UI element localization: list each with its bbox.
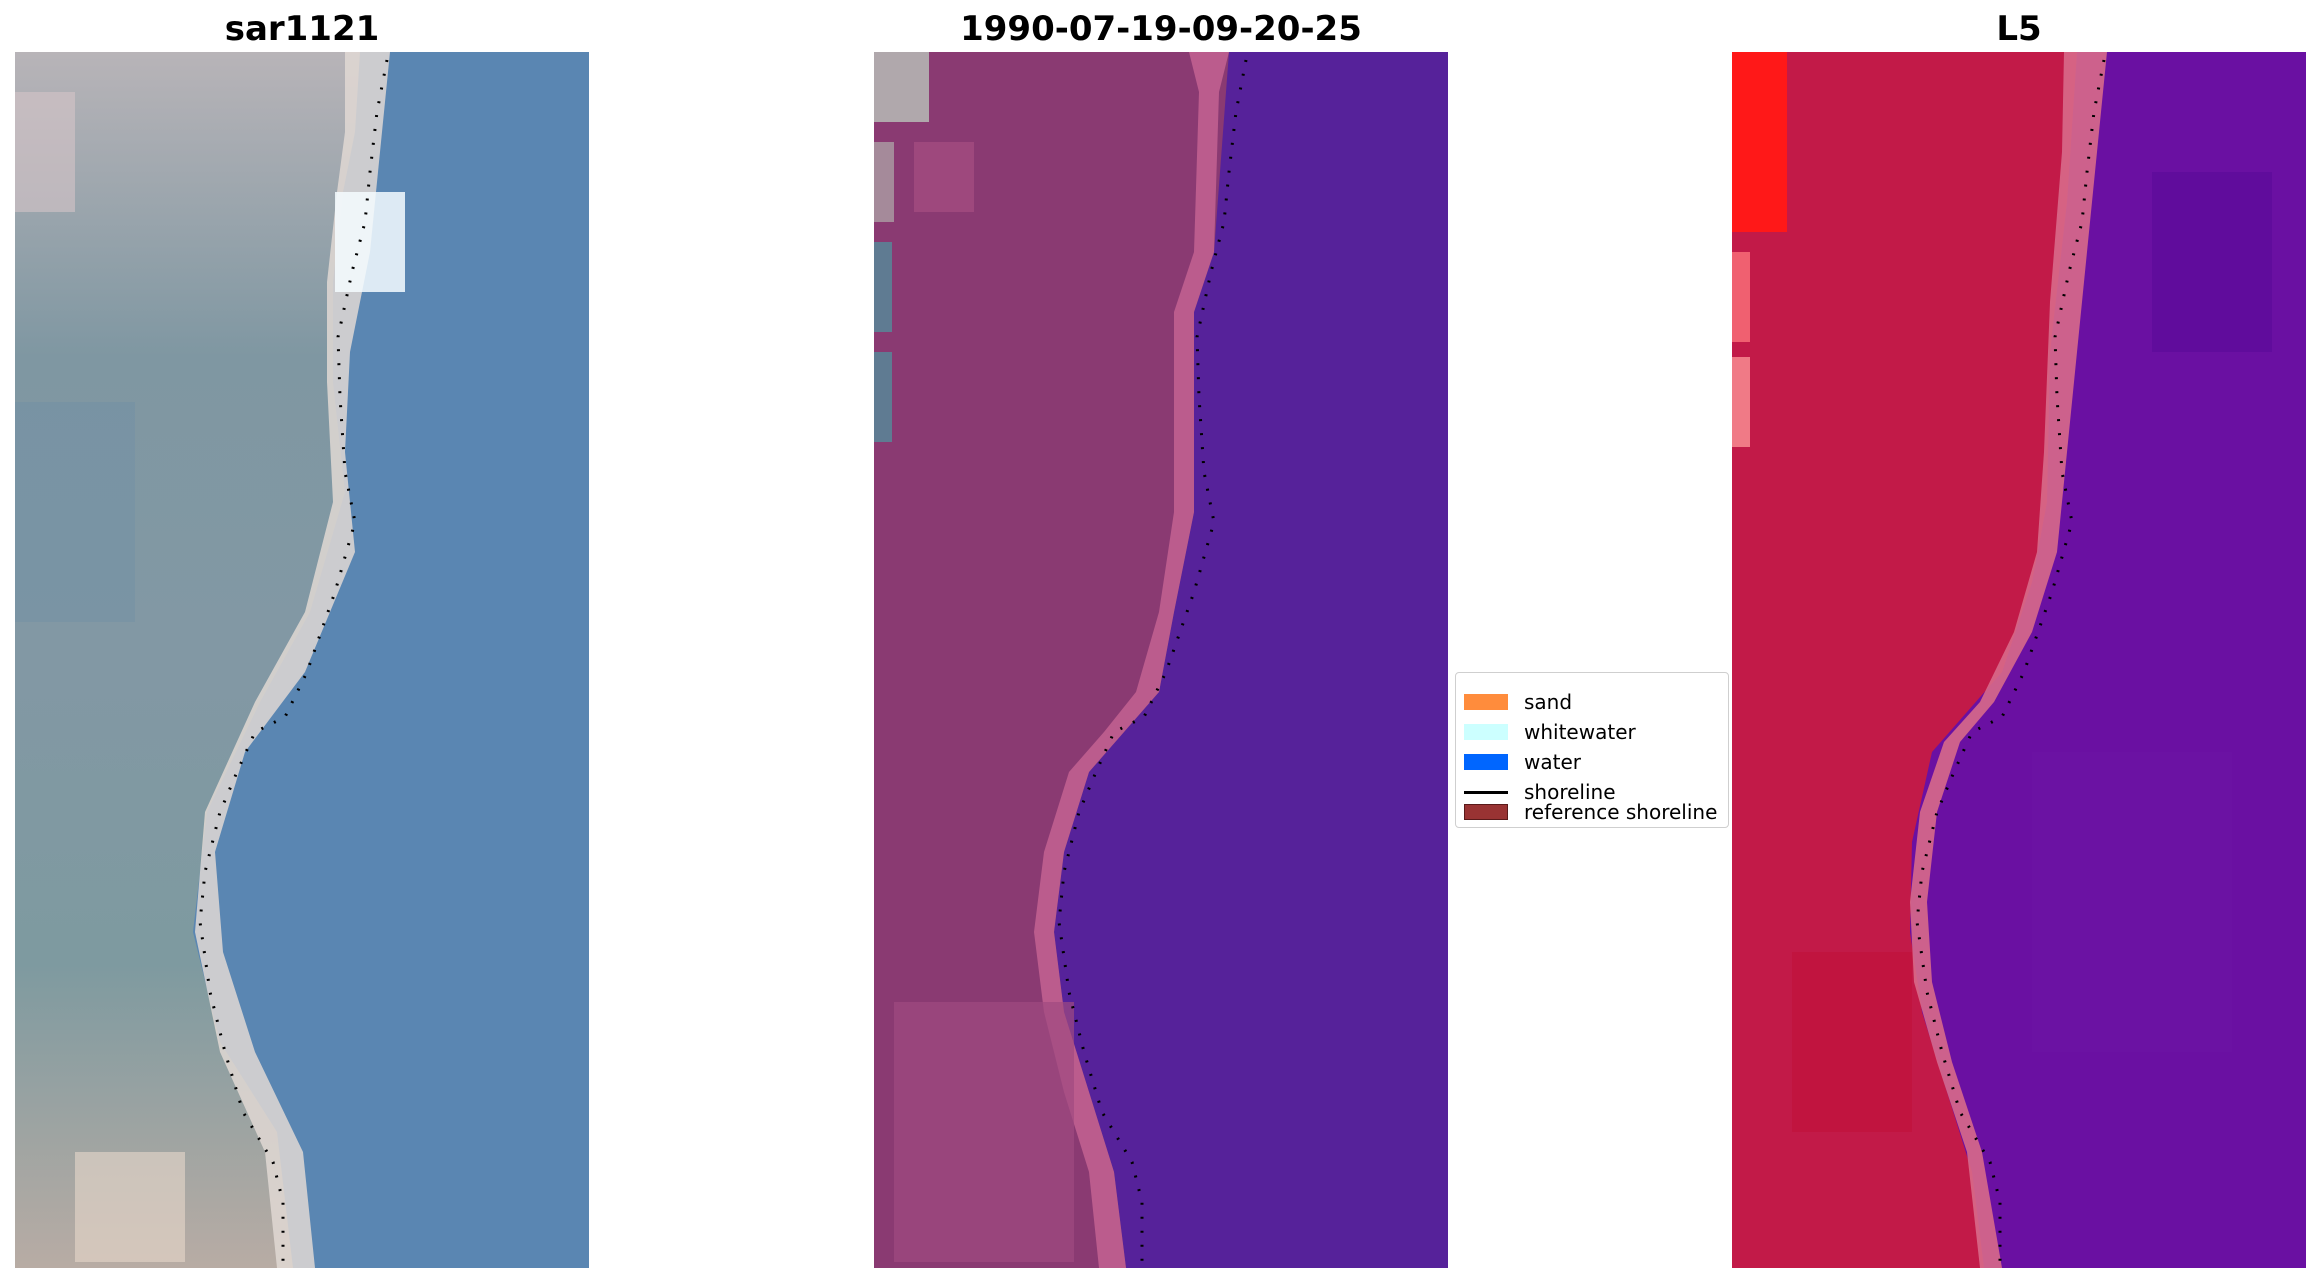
legend-item-water: water: [1464, 747, 1581, 777]
legend-item-whitewater: whitewater: [1464, 717, 1636, 747]
legend-label: water: [1524, 750, 1581, 774]
legend-item-reference-shoreline: reference shoreline: [1464, 797, 1717, 827]
false-color-image: [1732, 52, 2306, 1268]
rgb-image-panel: [15, 52, 589, 1268]
legend-label: whitewater: [1524, 720, 1636, 744]
legend-label: shoreline: [1524, 780, 1616, 804]
sand-swatch: [1464, 694, 1508, 710]
reference-shoreline-swatch: [1464, 804, 1508, 820]
classified-image-panel: [874, 52, 1448, 1268]
legend: sand whitewater water shoreline referenc…: [1455, 672, 1729, 828]
legend-label: sand: [1524, 690, 1573, 714]
panel-title-false-color: L5: [1996, 9, 2042, 49]
panel-title-classified: 1990-07-19-09-20-25: [960, 9, 1362, 49]
legend-item-shoreline: shoreline: [1464, 777, 1616, 807]
whitewater-swatch: [1464, 724, 1508, 740]
legend-label: reference shoreline: [1524, 800, 1718, 824]
water-swatch: [1464, 754, 1508, 770]
panel-title-rgb: sar1121: [224, 9, 380, 49]
shoreline-line-swatch: [1464, 790, 1508, 794]
rgb-image: [15, 52, 589, 1268]
legend-item-sand: sand: [1464, 687, 1572, 717]
classified-image: [874, 52, 1448, 1268]
false-color-image-panel: [1732, 52, 2306, 1268]
